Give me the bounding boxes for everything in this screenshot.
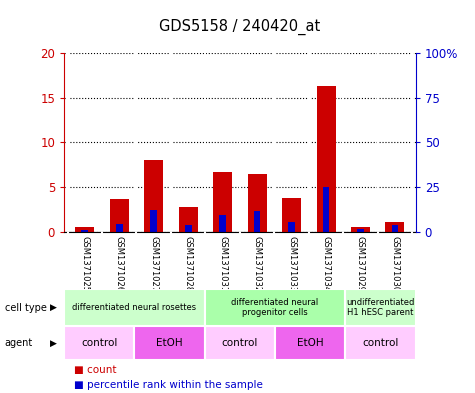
Bar <box>134 326 205 360</box>
Bar <box>64 326 134 360</box>
Text: differentiated neural rosettes: differentiated neural rosettes <box>72 303 197 312</box>
Text: GDS5158 / 240420_at: GDS5158 / 240420_at <box>159 19 321 35</box>
Text: EtOH: EtOH <box>156 338 183 348</box>
Bar <box>64 289 205 326</box>
Bar <box>386 222 404 232</box>
Bar <box>247 174 266 232</box>
Bar <box>82 230 88 232</box>
Text: GSM1371033: GSM1371033 <box>287 237 296 293</box>
Text: GSM1371027: GSM1371027 <box>149 237 158 292</box>
Bar <box>213 172 232 232</box>
Text: control: control <box>222 338 258 348</box>
Text: GSM1371034: GSM1371034 <box>322 237 331 292</box>
Bar <box>205 289 345 326</box>
Bar <box>219 215 226 232</box>
Text: GSM1371031: GSM1371031 <box>218 237 227 292</box>
Bar <box>179 207 198 232</box>
Bar <box>76 228 94 232</box>
Bar <box>391 225 398 232</box>
Text: control: control <box>362 338 399 348</box>
Bar <box>323 187 329 232</box>
Text: ■ percentile rank within the sample: ■ percentile rank within the sample <box>74 380 263 389</box>
Bar <box>288 222 295 232</box>
Text: GSM1371025: GSM1371025 <box>80 237 89 292</box>
Bar <box>185 225 191 232</box>
Bar <box>110 199 129 232</box>
Text: undifferentiated
H1 hESC parent: undifferentiated H1 hESC parent <box>346 298 415 317</box>
Text: ▶: ▶ <box>50 303 57 312</box>
Bar <box>151 210 157 232</box>
Bar <box>116 224 123 232</box>
Bar <box>357 229 364 232</box>
Text: GSM1371028: GSM1371028 <box>184 237 193 292</box>
Text: ■ count: ■ count <box>74 365 116 375</box>
Text: GSM1371026: GSM1371026 <box>115 237 124 292</box>
Bar <box>275 326 345 360</box>
Bar <box>282 198 301 232</box>
Text: differentiated neural
progenitor cells: differentiated neural progenitor cells <box>231 298 319 317</box>
Bar <box>345 326 416 360</box>
Text: agent: agent <box>5 338 33 348</box>
Text: GSM1371029: GSM1371029 <box>356 237 365 292</box>
Text: ▶: ▶ <box>50 338 57 347</box>
Bar <box>351 226 370 232</box>
Bar <box>205 326 275 360</box>
Text: cell type: cell type <box>5 303 47 312</box>
Bar <box>144 160 163 232</box>
Bar <box>345 289 416 326</box>
Text: GSM1371032: GSM1371032 <box>253 237 262 292</box>
Text: GSM1371030: GSM1371030 <box>390 237 399 292</box>
Text: control: control <box>81 338 117 348</box>
Bar <box>316 86 335 232</box>
Bar <box>254 211 260 232</box>
Text: EtOH: EtOH <box>297 338 323 348</box>
